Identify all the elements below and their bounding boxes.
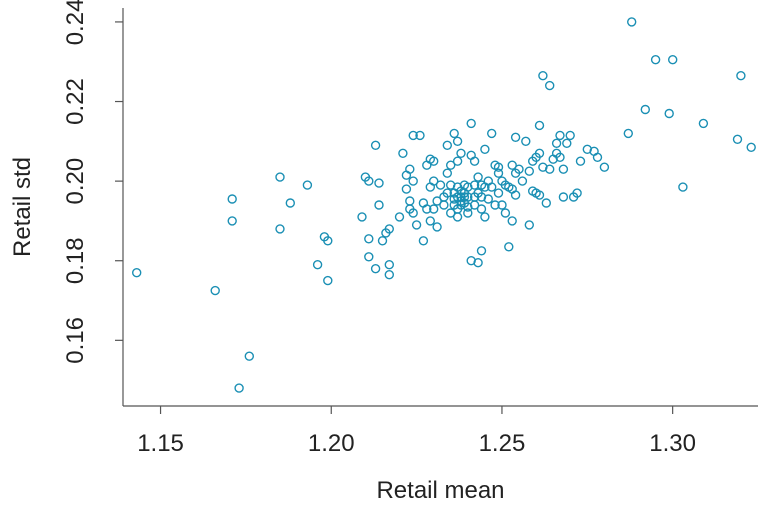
data-point [399, 149, 407, 157]
data-point [600, 163, 608, 171]
data-point [385, 261, 393, 269]
data-point [481, 213, 489, 221]
data-point [559, 165, 567, 173]
data-point [324, 277, 332, 285]
data-point [505, 243, 513, 251]
data-point [433, 223, 441, 231]
data-point [495, 169, 503, 177]
data-point [419, 237, 427, 245]
data-point [628, 18, 636, 26]
data-point [553, 139, 561, 147]
data-point [228, 217, 236, 225]
data-point [669, 56, 677, 64]
y-axis-title: Retail std [9, 157, 36, 257]
data-point [245, 352, 253, 360]
data-point [522, 137, 530, 145]
x-tick-label: 1.20 [308, 430, 355, 457]
data-point [358, 213, 366, 221]
data-point [577, 157, 585, 165]
data-point [385, 271, 393, 279]
data-point [211, 287, 219, 295]
data-point [508, 217, 516, 225]
data-point [679, 183, 687, 191]
data-point [426, 217, 434, 225]
data-point [379, 237, 387, 245]
data-point [457, 149, 465, 157]
data-point [375, 201, 383, 209]
data-point [286, 199, 294, 207]
data-point [467, 119, 475, 127]
data-point [372, 141, 380, 149]
data-points [133, 18, 756, 392]
data-point [443, 141, 451, 149]
data-point [556, 131, 564, 139]
data-point [566, 131, 574, 139]
data-point [276, 225, 284, 233]
data-point [314, 261, 322, 269]
data-point [372, 265, 380, 273]
data-point [734, 135, 742, 143]
data-point [525, 221, 533, 229]
data-point [546, 82, 554, 90]
data-point [365, 235, 373, 243]
y-tick-label: 0.24 [62, 0, 89, 45]
data-point [525, 167, 533, 175]
data-point [443, 169, 451, 177]
data-point [737, 72, 745, 80]
data-point [413, 221, 421, 229]
data-point [518, 177, 526, 185]
data-point [228, 195, 236, 203]
data-point [303, 181, 311, 189]
data-point [133, 269, 141, 277]
data-point [464, 209, 472, 217]
data-point [665, 110, 673, 118]
data-point [512, 133, 520, 141]
data-point [235, 384, 243, 392]
data-point [437, 181, 445, 189]
data-point [402, 185, 410, 193]
data-point [747, 143, 755, 151]
data-point [409, 177, 417, 185]
data-point [481, 145, 489, 153]
data-point [563, 139, 571, 147]
y-tick-label: 0.22 [62, 78, 89, 125]
data-point [406, 197, 414, 205]
data-point [699, 119, 707, 127]
data-point [450, 129, 458, 137]
x-tick-label: 1.25 [479, 430, 526, 457]
data-point [478, 205, 486, 213]
data-point [495, 189, 503, 197]
data-point [536, 121, 544, 129]
data-point [539, 72, 547, 80]
data-point [276, 173, 284, 181]
y-tick-label: 0.18 [62, 237, 89, 284]
data-point [474, 173, 482, 181]
data-point [559, 193, 567, 201]
data-point [375, 179, 383, 187]
y-tick-label: 0.20 [62, 158, 89, 205]
x-tick-label: 1.30 [649, 430, 696, 457]
data-point [501, 209, 509, 217]
data-point [478, 247, 486, 255]
data-point [396, 213, 404, 221]
data-point [542, 199, 550, 207]
data-point [454, 157, 462, 165]
data-point [641, 106, 649, 114]
data-point [440, 201, 448, 209]
y-tick-label: 0.16 [62, 317, 89, 364]
x-axis-title: Retail mean [376, 477, 504, 504]
ticks: 1.15 1.20 1.25 1.30 0.16 0.18 0.20 0.22 0.24 [62, 0, 696, 457]
data-point [454, 137, 462, 145]
data-point [488, 129, 496, 137]
data-point [652, 56, 660, 64]
data-point [454, 213, 462, 221]
x-tick-label: 1.15 [137, 430, 184, 457]
data-point [365, 253, 373, 261]
data-point [624, 129, 632, 137]
